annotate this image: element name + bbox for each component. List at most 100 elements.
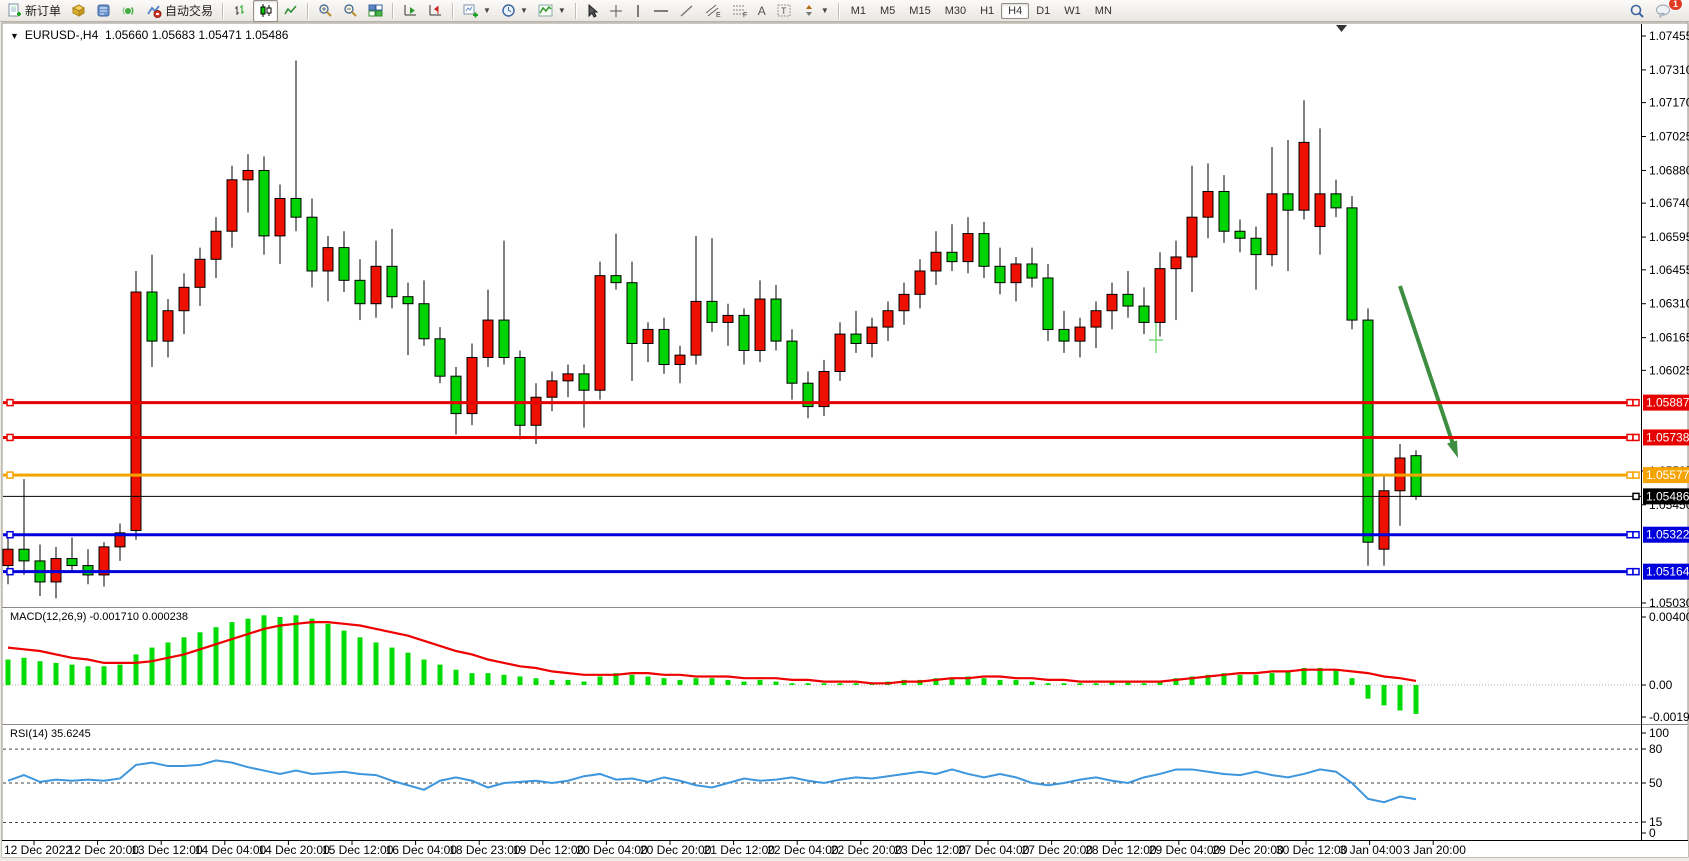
market-watch-button[interactable]	[66, 0, 91, 22]
main-toolbar: 新订单 自动交易	[0, 0, 1689, 22]
svg-text:30 Dec 12:00: 30 Dec 12:00	[1276, 843, 1348, 857]
svg-text:15: 15	[1649, 815, 1663, 829]
zoom-in-button[interactable]	[313, 0, 338, 22]
text-tool-button[interactable]: A	[753, 0, 771, 22]
new-order-button[interactable]: 新订单	[2, 0, 66, 22]
timeframe-H1[interactable]: H1	[980, 4, 995, 17]
crosshair-tool-button[interactable]	[604, 0, 628, 22]
toolbar-separator	[307, 2, 310, 19]
zoom-out-icon	[343, 3, 358, 18]
autotrading-icon	[146, 3, 162, 18]
timeframe-H4[interactable]: H4	[1001, 2, 1030, 19]
autotrading-label: 自动交易	[165, 4, 214, 18]
hline-object-1.05738[interactable]	[3, 433, 1634, 442]
toolbar-separator	[222, 2, 225, 19]
timeframe-M5[interactable]: M5	[880, 4, 896, 17]
vertical-line-icon	[633, 4, 643, 18]
chat-button[interactable]: 1	[1650, 0, 1683, 22]
trendline-tool-button[interactable]	[674, 0, 699, 22]
chart-collapse-icon[interactable]: ▼	[10, 31, 19, 41]
market-watch-icon	[71, 3, 86, 18]
horizontal-line-tool-button[interactable]	[648, 0, 674, 22]
bar-chart-mode-button[interactable]	[228, 0, 253, 22]
rsi-indicator-label: RSI(14) 35.6245	[10, 728, 91, 740]
zoom-out-button[interactable]	[338, 0, 363, 22]
arrows-icon	[802, 3, 817, 18]
horizontal-line-icon	[653, 4, 669, 18]
timeframe-M15[interactable]: M15	[909, 4, 931, 17]
new-order-label: 新订单	[25, 4, 62, 18]
dropdown-arrow-icon: ▼	[519, 6, 528, 15]
svg-text:16 Dec 04:00: 16 Dec 04:00	[386, 843, 458, 857]
trend-arrow-annotation[interactable]	[1398, 285, 1458, 458]
svg-text:3 Jan 04:00: 3 Jan 04:00	[1340, 843, 1403, 857]
navigator-button[interactable]	[91, 0, 116, 22]
trendline-icon	[679, 4, 694, 18]
hline-object-1.05887[interactable]	[3, 398, 1634, 407]
new-order-icon	[7, 3, 22, 18]
svg-text:23 Dec 12:00: 23 Dec 12:00	[894, 843, 966, 857]
svg-text:1.05738: 1.05738	[1646, 430, 1689, 444]
search-button[interactable]	[1624, 0, 1650, 22]
terminal-button[interactable]	[116, 0, 141, 22]
svg-text:100: 100	[1649, 726, 1669, 740]
chart-ohlc-values: 1.05660 1.05683 1.05471 1.05486	[104, 28, 289, 42]
svg-text:28 Dec 12:00: 28 Dec 12:00	[1085, 843, 1157, 857]
new-chart-button[interactable]: ▼	[458, 0, 496, 22]
svg-text:0.00: 0.00	[1649, 678, 1673, 692]
svg-text:1.07025: 1.07025	[1649, 130, 1689, 144]
chart-shift-button[interactable]	[423, 0, 448, 22]
line-chart-mode-button[interactable]	[278, 0, 303, 22]
svg-text:0: 0	[1649, 826, 1656, 840]
timeframe-M30[interactable]: M30	[944, 4, 967, 17]
svg-text:15 Dec 12:00: 15 Dec 12:00	[322, 843, 394, 857]
svg-text:27 Dec 04:00: 27 Dec 04:00	[958, 843, 1030, 857]
text-label-icon: T	[776, 3, 792, 18]
svg-text:1.06165: 1.06165	[1649, 331, 1689, 345]
tile-windows-button[interactable]	[363, 0, 388, 22]
candlestick-icon	[258, 3, 273, 18]
timeframe-D1[interactable]: D1	[1036, 4, 1051, 17]
arrows-tool-button[interactable]: ▼	[797, 0, 834, 22]
svg-text:21 Dec 12:00: 21 Dec 12:00	[704, 843, 776, 857]
fibonacci-tool-button[interactable]: F	[726, 0, 753, 22]
macd-pane	[3, 615, 1641, 714]
svg-text:1.06595: 1.06595	[1649, 230, 1689, 244]
dropdown-arrow-icon: ▼	[483, 6, 491, 15]
auto-scroll-button[interactable]	[398, 0, 423, 22]
timeframe-M1[interactable]: M1	[850, 4, 867, 17]
svg-text:1.05486: 1.05486	[1646, 489, 1689, 503]
svg-text:F: F	[743, 12, 747, 18]
terminal-icon	[121, 3, 136, 18]
toolbar-separator	[452, 2, 455, 19]
svg-text:1.05030: 1.05030	[1649, 596, 1689, 610]
svg-text:20 Dec 04:00: 20 Dec 04:00	[576, 843, 648, 857]
autotrading-button[interactable]: 自动交易	[141, 0, 218, 22]
svg-text:1.06025: 1.06025	[1649, 363, 1689, 377]
vertical-line-tool-button[interactable]	[628, 0, 648, 22]
svg-text:-0.001983: -0.001983	[1649, 710, 1689, 724]
svg-text:1.05577: 1.05577	[1646, 468, 1689, 482]
svg-text:1.07455: 1.07455	[1649, 29, 1689, 43]
svg-text:29 Dec 04:00: 29 Dec 04:00	[1149, 843, 1221, 857]
candlestick-mode-button[interactable]	[253, 0, 279, 22]
hline-object-1.05577[interactable]	[3, 471, 1634, 479]
timeframe-MN[interactable]: MN	[1094, 4, 1112, 17]
equidistant-channel-tool-button[interactable]: E	[699, 0, 726, 22]
bar-chart-icon	[233, 3, 248, 18]
svg-text:22 Dec 04:00: 22 Dec 04:00	[767, 843, 839, 857]
timeframe-W1[interactable]: W1	[1064, 4, 1081, 17]
svg-text:0.004008: 0.004008	[1649, 610, 1689, 624]
indicators-button[interactable]: ▼	[533, 0, 571, 22]
svg-text:1.06455: 1.06455	[1649, 263, 1689, 277]
chart-shift-marker[interactable]	[1336, 25, 1347, 32]
periods-button[interactable]: ▼	[496, 0, 533, 22]
price-badge-1.05322: 1.05322	[1632, 526, 1689, 543]
text-label-tool-button[interactable]: T	[771, 0, 797, 22]
cursor-tool-button[interactable]	[581, 0, 604, 22]
svg-text:T: T	[781, 6, 787, 16]
svg-text:E: E	[716, 12, 721, 18]
svg-text:1.07170: 1.07170	[1649, 96, 1689, 110]
